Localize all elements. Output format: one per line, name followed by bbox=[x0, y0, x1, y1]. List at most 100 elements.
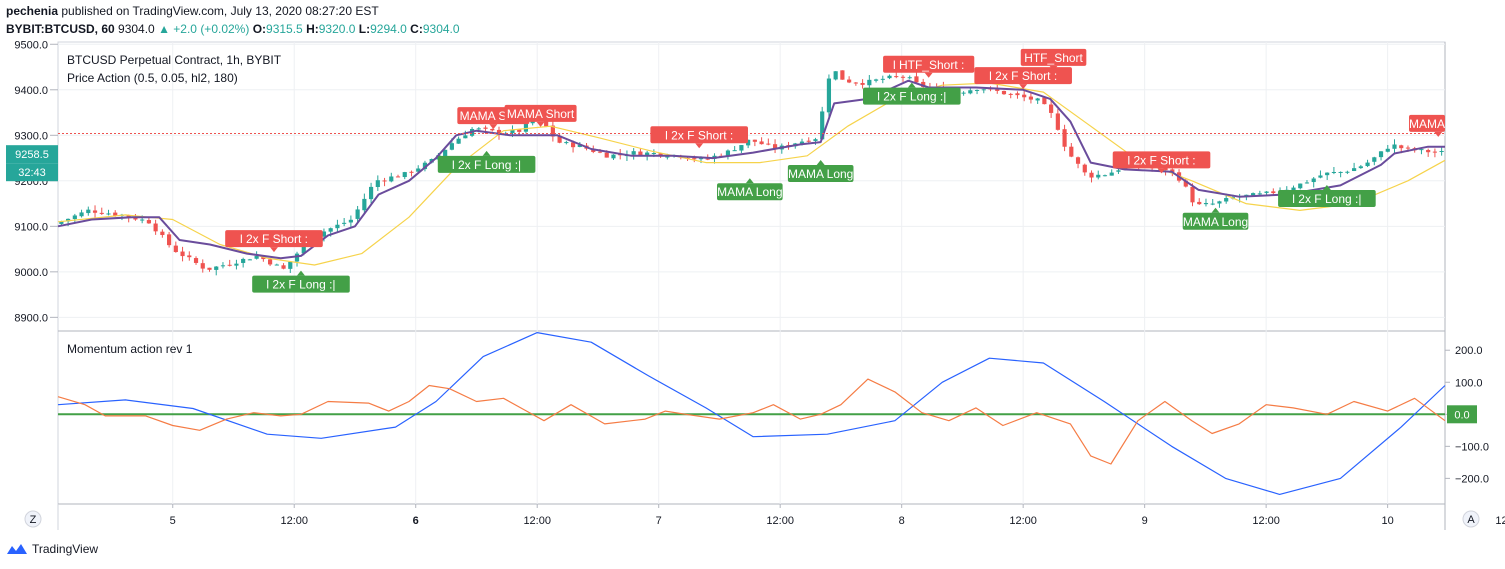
candle bbox=[1331, 166, 1336, 175]
candle bbox=[1432, 148, 1437, 158]
candle bbox=[1082, 163, 1087, 176]
candle-body bbox=[813, 139, 818, 141]
candle bbox=[739, 145, 744, 154]
candle bbox=[746, 139, 751, 149]
candle-body bbox=[1345, 171, 1350, 173]
candle bbox=[1298, 183, 1303, 190]
candle-body bbox=[645, 152, 650, 156]
tradingview-logo-icon[interactable] bbox=[6, 542, 28, 556]
candle-body bbox=[153, 223, 158, 232]
current-price-badge: 9258.5 bbox=[6, 145, 58, 164]
candle-body bbox=[496, 129, 502, 135]
candle-body bbox=[1385, 148, 1390, 152]
candle bbox=[1325, 172, 1330, 180]
brand-name[interactable]: TradingView bbox=[32, 542, 99, 556]
candle-body bbox=[368, 186, 374, 200]
candle bbox=[1109, 169, 1114, 176]
high-value: 9320.0 bbox=[318, 22, 356, 36]
x-tick-label: 12:00 bbox=[280, 515, 308, 527]
signal-text: l 2x F Short : bbox=[665, 128, 733, 142]
candle-body bbox=[1419, 149, 1424, 151]
candle-body bbox=[146, 220, 151, 224]
candle bbox=[1022, 89, 1027, 102]
candle-body bbox=[1358, 166, 1363, 169]
candle bbox=[1116, 168, 1121, 174]
publisher-name[interactable]: pechenia bbox=[6, 4, 59, 18]
candle-body bbox=[476, 128, 481, 130]
indicator-legend[interactable]: Price Action (0.5, 0.05, hl2, 180) bbox=[67, 71, 238, 85]
candle bbox=[86, 206, 91, 216]
candle bbox=[900, 75, 906, 82]
candle-body bbox=[227, 264, 232, 266]
candle-body bbox=[1015, 93, 1020, 96]
candle-body bbox=[1008, 93, 1013, 95]
candle bbox=[732, 146, 737, 152]
buy-signal-label: l 2x F Long :| bbox=[862, 82, 961, 105]
fama-line bbox=[57, 82, 1446, 266]
candle-body bbox=[698, 158, 704, 160]
candle bbox=[99, 207, 104, 215]
candle bbox=[550, 121, 555, 142]
z-button[interactable]: Z bbox=[24, 510, 42, 528]
candle-body bbox=[564, 142, 569, 144]
candle-body bbox=[126, 214, 131, 218]
chart-frame bbox=[57, 41, 1446, 505]
candle-body bbox=[651, 153, 656, 155]
candle bbox=[752, 139, 757, 147]
candle-body bbox=[395, 176, 401, 178]
candle-body bbox=[1244, 194, 1249, 196]
candle bbox=[402, 171, 407, 180]
candle-body bbox=[294, 253, 300, 262]
candle-body bbox=[604, 152, 609, 158]
candle-body bbox=[247, 259, 252, 261]
mama-line bbox=[57, 79, 1445, 260]
oscillator-pane bbox=[57, 332, 1446, 495]
candle-body bbox=[1210, 203, 1215, 205]
oscillator-legend[interactable]: Momentum action rev 1 bbox=[67, 342, 193, 356]
candle-body bbox=[557, 135, 562, 143]
candle-body bbox=[1197, 201, 1202, 205]
candle-body bbox=[732, 150, 737, 152]
candle bbox=[1015, 91, 1020, 99]
x-tick-label: 12:00 bbox=[1495, 515, 1505, 527]
candle bbox=[847, 76, 852, 84]
candle bbox=[268, 258, 273, 267]
candle-body bbox=[826, 78, 832, 113]
candle-body bbox=[382, 180, 387, 182]
candle-body bbox=[887, 75, 892, 79]
candle-body bbox=[200, 263, 205, 269]
candle bbox=[126, 214, 131, 223]
y-tick-label: 8900.0 bbox=[14, 312, 48, 324]
candle bbox=[725, 149, 731, 160]
sell-signal-label: l 2x F Short : bbox=[650, 126, 748, 149]
signal-box bbox=[787, 164, 854, 182]
candle bbox=[1439, 146, 1444, 156]
chart-legend-title[interactable]: BTCUSD Perpetual Contract, 1h, BYBIT bbox=[67, 53, 282, 67]
osc-y-tick-label: −100.0 bbox=[1455, 441, 1489, 453]
candle bbox=[490, 128, 495, 132]
signal-box bbox=[1409, 114, 1445, 132]
candle-body bbox=[193, 258, 199, 263]
signal-box bbox=[862, 87, 961, 105]
countdown-badge: 32:43 bbox=[6, 163, 58, 182]
price-axis[interactable]: 9500.09400.09300.09200.09100.09000.08900… bbox=[14, 39, 1489, 485]
candle bbox=[1008, 92, 1013, 99]
candle-body bbox=[880, 78, 885, 80]
candle bbox=[234, 259, 239, 270]
candle-body bbox=[725, 150, 731, 156]
candle-body bbox=[921, 81, 926, 87]
signal-box bbox=[717, 183, 783, 201]
candle-body bbox=[375, 180, 380, 188]
grid bbox=[58, 42, 1445, 504]
a-button[interactable]: A bbox=[1462, 510, 1480, 528]
candle-body bbox=[234, 263, 239, 266]
candle-body bbox=[220, 265, 226, 267]
candle-body bbox=[1183, 180, 1188, 187]
candle bbox=[1102, 174, 1108, 177]
candle-body bbox=[1264, 191, 1269, 193]
time-axis[interactable]: 5 12:00 6 12:00 7 12:00 8 12:00 9 12:00 10 12:00 bbox=[170, 504, 1505, 527]
candle bbox=[759, 137, 764, 145]
candle bbox=[1338, 171, 1343, 178]
candle-body bbox=[611, 154, 616, 159]
